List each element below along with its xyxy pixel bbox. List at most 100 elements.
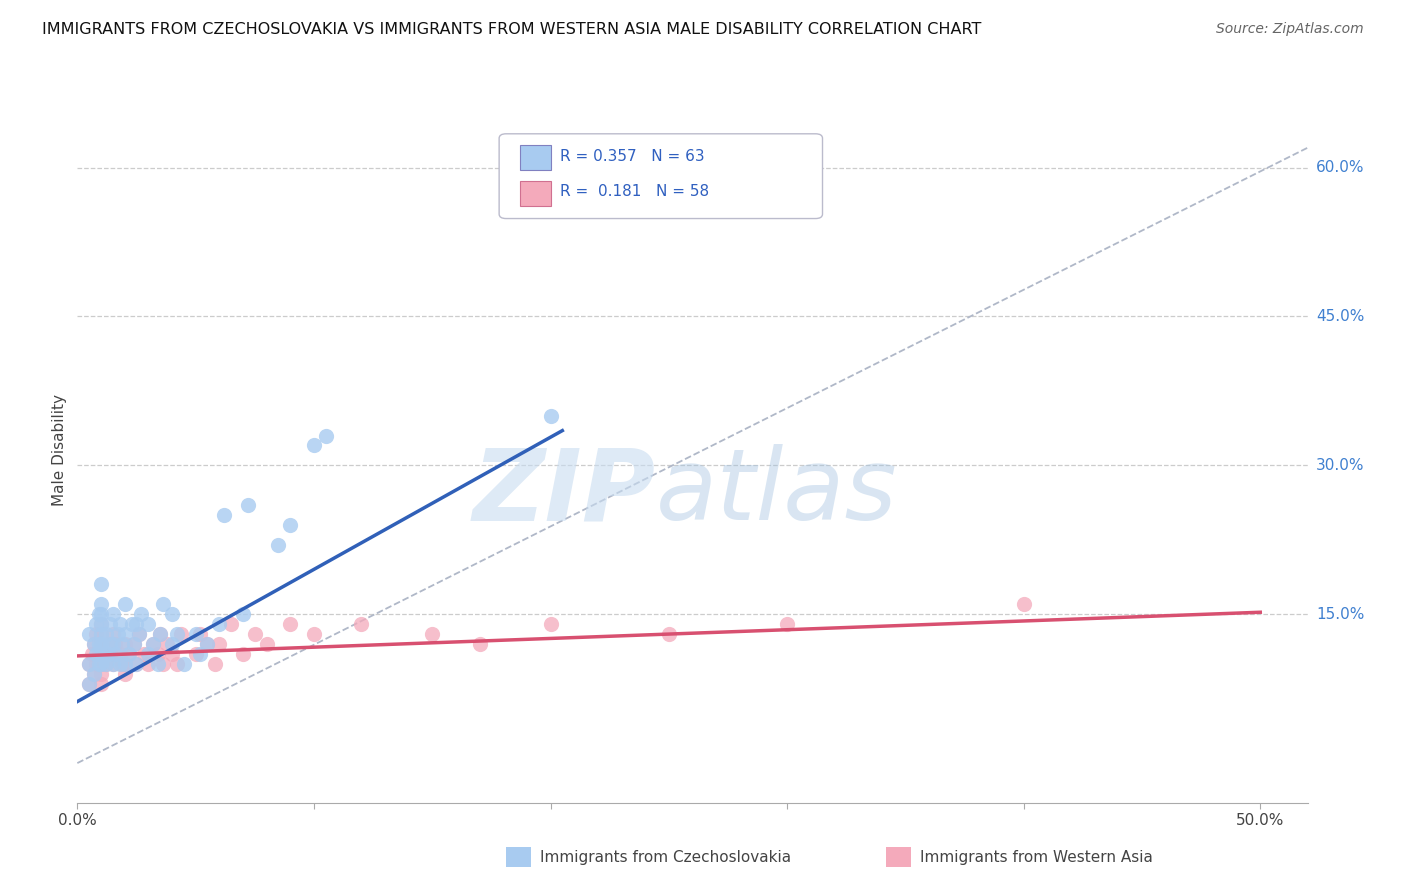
Point [77, 676, 100, 690]
Point [90, 637, 112, 651]
Point [87, 647, 110, 661]
Point [173, 657, 195, 671]
Point [132, 647, 155, 661]
Point [658, 627, 681, 641]
Point [84, 627, 107, 641]
Point [125, 657, 148, 671]
Text: 45.0%: 45.0% [1316, 309, 1364, 324]
Point [97, 647, 120, 661]
Point [121, 617, 143, 632]
Point [108, 617, 131, 632]
Point [184, 647, 207, 661]
Point [114, 637, 136, 651]
Point [90, 627, 112, 641]
Point [197, 637, 219, 651]
Point [80, 647, 103, 661]
Point [232, 647, 254, 661]
Point [128, 627, 150, 641]
Point [136, 657, 159, 671]
Point [146, 647, 169, 661]
Point [197, 637, 219, 651]
Text: atlas: atlas [655, 444, 897, 541]
Point [108, 657, 131, 671]
Point [101, 607, 124, 622]
Point [125, 657, 148, 671]
Point [101, 627, 124, 641]
Text: 60.0%: 60.0% [1316, 160, 1364, 175]
Text: 15.0%: 15.0% [1316, 607, 1364, 622]
Point [90, 647, 112, 661]
Point [84, 657, 107, 671]
Point [114, 657, 136, 671]
Point [118, 647, 141, 661]
Point [77, 676, 100, 690]
Point [83, 637, 105, 651]
Point [90, 627, 112, 641]
Point [87, 657, 110, 671]
Point [100, 637, 122, 651]
Point [278, 517, 301, 532]
Point [122, 637, 145, 651]
Point [152, 597, 174, 611]
Point [208, 637, 231, 651]
Text: ZIP: ZIP [472, 444, 655, 541]
Text: Immigrants from Czechoslovakia: Immigrants from Czechoslovakia [540, 850, 792, 864]
Point [83, 637, 105, 651]
Point [236, 498, 259, 512]
Point [170, 627, 193, 641]
Point [267, 538, 290, 552]
Point [146, 657, 169, 671]
Point [100, 617, 122, 632]
Point [160, 637, 183, 651]
Y-axis label: Male Disability: Male Disability [52, 394, 67, 507]
Point [540, 409, 562, 423]
Point [114, 666, 136, 681]
Point [166, 627, 188, 641]
Text: R =  0.181   N = 58: R = 0.181 N = 58 [560, 185, 709, 199]
Point [111, 637, 134, 651]
Point [149, 627, 172, 641]
Point [166, 657, 188, 671]
Point [152, 657, 174, 671]
Point [83, 666, 105, 681]
Point [87, 637, 110, 651]
Point [149, 627, 172, 641]
Point [97, 637, 120, 651]
Point [256, 637, 278, 651]
Point [208, 617, 231, 632]
Point [90, 666, 112, 681]
Point [160, 647, 183, 661]
Point [90, 647, 112, 661]
Point [107, 627, 129, 641]
Point [87, 607, 110, 622]
Point [90, 617, 112, 632]
Point [94, 657, 117, 671]
Text: IMMIGRANTS FROM CZECHOSLOVAKIA VS IMMIGRANTS FROM WESTERN ASIA MALE DISABILITY C: IMMIGRANTS FROM CZECHOSLOVAKIA VS IMMIGR… [42, 22, 981, 37]
Point [212, 508, 235, 522]
Point [278, 617, 301, 632]
Text: R = 0.357   N = 63: R = 0.357 N = 63 [560, 149, 704, 163]
Point [104, 647, 127, 661]
Point [350, 617, 373, 632]
Point [77, 627, 100, 641]
Point [77, 657, 100, 671]
Point [101, 657, 124, 671]
Point [94, 657, 117, 671]
Point [302, 627, 325, 641]
Point [104, 637, 127, 651]
Point [114, 657, 136, 671]
Point [219, 617, 242, 632]
Point [160, 607, 183, 622]
Point [90, 637, 112, 651]
Point [100, 647, 122, 661]
Point [101, 657, 124, 671]
Point [84, 647, 107, 661]
Point [142, 637, 165, 651]
Point [101, 637, 124, 651]
Point [108, 647, 131, 661]
Point [540, 617, 562, 632]
Point [118, 647, 141, 661]
Point [90, 657, 112, 671]
Point [315, 428, 337, 442]
Point [129, 607, 152, 622]
